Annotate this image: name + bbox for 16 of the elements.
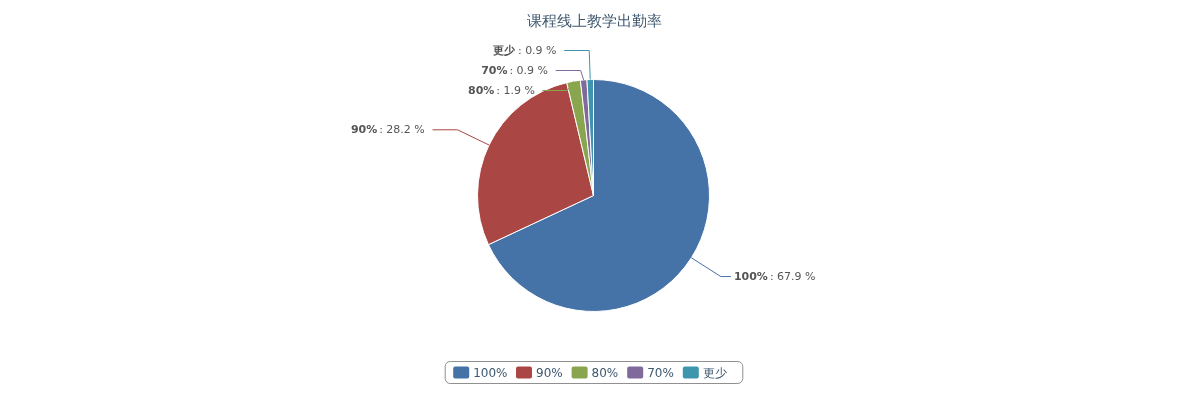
legend-label: 100% <box>473 365 508 380</box>
legend-label: 70% <box>647 365 674 380</box>
data-label: : 28.2 % <box>379 123 425 137</box>
slice-label: 90% <box>350 123 378 137</box>
slice-label: 100% <box>733 270 768 284</box>
data-label: : 0.9 % <box>517 44 557 57</box>
chart-title: 课程线上教学出勤率 <box>526 11 662 30</box>
data-label: : 0.9 % <box>509 64 549 77</box>
slice-label: 更少 <box>492 44 516 57</box>
legend-label: 更少 <box>702 365 727 380</box>
legend-label: 90% <box>536 365 563 380</box>
slice-label: 70% <box>481 64 508 77</box>
slice-label: 80% <box>467 84 495 97</box>
legend-label: 80% <box>591 365 619 380</box>
data-label: : 67.9 % <box>769 270 816 284</box>
data-label: : 1.9 % <box>496 84 535 97</box>
